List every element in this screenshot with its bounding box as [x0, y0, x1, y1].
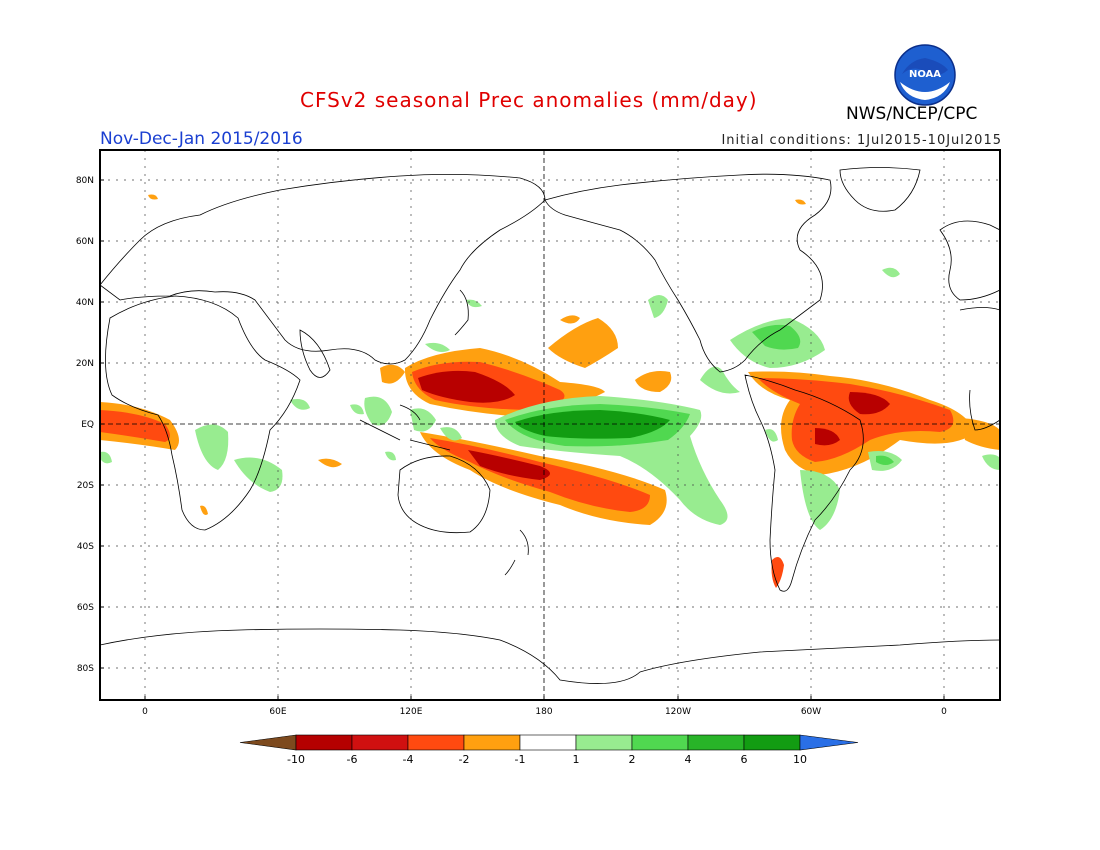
chart-title: CFSv2 seasonal Prec anomalies (mm/day)	[300, 88, 758, 112]
lat-label: 60N	[76, 237, 94, 247]
anomaly-wet-light	[195, 424, 229, 470]
anomaly-wet-light	[982, 454, 1000, 470]
anomaly-dry-light	[560, 315, 580, 324]
anomaly-wet-light	[410, 408, 436, 432]
colorbar-box	[351, 734, 409, 751]
colorbar-box	[407, 734, 465, 751]
lat-label: 20S	[77, 481, 94, 491]
forecast-period: Nov-Dec-Jan 2015/2016	[100, 129, 303, 149]
reference-lines	[100, 150, 1000, 700]
anomaly-wet-light	[466, 299, 482, 308]
map-frame	[99, 149, 1001, 701]
anomaly-wet-light	[440, 427, 462, 441]
colorbar-box	[463, 734, 521, 751]
coastline-india	[299, 329, 331, 378]
anomaly-wet-light	[350, 404, 364, 415]
lat-label: 80S	[77, 664, 94, 674]
grid-lines	[100, 150, 1000, 700]
coastline-eurasia	[100, 174, 546, 365]
anomaly-wet-light	[700, 366, 740, 394]
noaa-logo-text: NOAA	[909, 69, 941, 80]
anomaly-wet-medium	[752, 324, 801, 350]
colorbar-label: 2	[629, 753, 636, 766]
lat-label: 40S	[77, 542, 94, 552]
lon-label: 0	[941, 707, 947, 717]
anomaly-dry-light	[548, 318, 618, 368]
anomaly-wet-light	[364, 396, 392, 426]
coastline-west-africa	[959, 307, 1000, 431]
colorbar-arrow-left	[239, 734, 297, 751]
colorbar-box	[631, 734, 689, 751]
lon-label: 60E	[269, 707, 286, 717]
colorbar-label: 6	[741, 753, 748, 766]
anomaly-dry-light	[795, 199, 806, 205]
coastline-north-america	[544, 173, 832, 373]
coastline-western-europe	[939, 220, 1000, 301]
colorbar-label: -10	[287, 753, 305, 766]
colorbar-label: -2	[459, 753, 470, 766]
anomaly-wet-light	[800, 470, 840, 530]
longitude-axis: 0 60E 120E 180 120W 60W 0	[142, 696, 947, 717]
colorbar-box	[743, 734, 801, 751]
anomaly-wet-light	[425, 342, 450, 352]
anomaly-wet-light	[100, 451, 112, 464]
anomaly-dry-strong	[468, 450, 550, 480]
anomaly-dry-medium	[100, 410, 170, 442]
lat-label: 40N	[76, 298, 94, 308]
lon-label: 0	[142, 707, 148, 717]
initial-conditions: Initial conditions: 1Jul2015-10Jul2015	[721, 133, 1002, 148]
coastline-australia	[397, 455, 491, 534]
anomaly-dry-light	[635, 371, 672, 392]
lat-label: 60S	[77, 603, 94, 613]
anomaly-dry-light	[148, 194, 158, 200]
colorbar-box	[295, 734, 353, 751]
coastline-new-zealand	[504, 529, 529, 576]
colorbar-label: -1	[515, 753, 526, 766]
coastline-greenland	[839, 167, 921, 212]
anomaly-dry-light	[200, 505, 208, 515]
coastline-south-america	[744, 374, 864, 592]
colorbar-label: 4	[685, 753, 692, 766]
latitude-axis: 80N 60N 40N 20N EQ 20S 40S 60S 80S	[76, 176, 104, 674]
anomaly-wet-light	[290, 399, 310, 410]
colorbar-box	[575, 734, 633, 751]
coastline-indonesia	[359, 404, 451, 451]
coastline-africa	[105, 295, 301, 531]
anomaly-dry-medium	[771, 556, 784, 588]
anomaly-dry-medium	[758, 378, 954, 462]
anomaly-dry-strong	[848, 392, 890, 415]
coastline-japan	[454, 289, 469, 336]
lon-label: 120W	[665, 707, 691, 717]
lon-label: 120E	[400, 707, 423, 717]
anomaly-dry-strong	[418, 370, 515, 403]
anomaly-dry-light	[318, 458, 342, 468]
lat-label: EQ	[81, 420, 94, 430]
colorbar-arrow-right	[799, 734, 859, 751]
colorbar-label: -4	[403, 753, 414, 766]
anomaly-wet-light	[882, 267, 900, 278]
coastline-antarctica	[100, 628, 1000, 684]
colorbar-label: 1	[573, 753, 580, 766]
colorbar-label: -6	[347, 753, 358, 766]
anomaly-field	[100, 194, 1000, 588]
anomaly-wet-light	[648, 295, 668, 318]
anomaly-dry-light	[380, 364, 405, 384]
anomaly-wet-light	[234, 457, 283, 492]
noaa-logo-icon: NOAA	[894, 44, 956, 106]
colorbar: -10 -6 -4 -2 -1 1 2 4 6 10	[239, 734, 859, 766]
lat-label: 80N	[76, 176, 94, 186]
lat-label: 20N	[76, 359, 94, 369]
lon-label: 60W	[801, 707, 821, 717]
colorbar-label: 10	[793, 753, 807, 766]
colorbar-box	[687, 734, 745, 751]
lon-label: 180	[535, 707, 552, 717]
anomaly-dry-strong	[815, 428, 840, 446]
agency-label: NWS/NCEP/CPC	[846, 104, 978, 124]
anomaly-wet-medium	[876, 455, 894, 465]
coastlines	[100, 167, 1000, 684]
anomaly-wet-light	[385, 451, 396, 461]
anomaly-wet-light	[765, 429, 778, 442]
colorbar-box	[519, 734, 577, 751]
